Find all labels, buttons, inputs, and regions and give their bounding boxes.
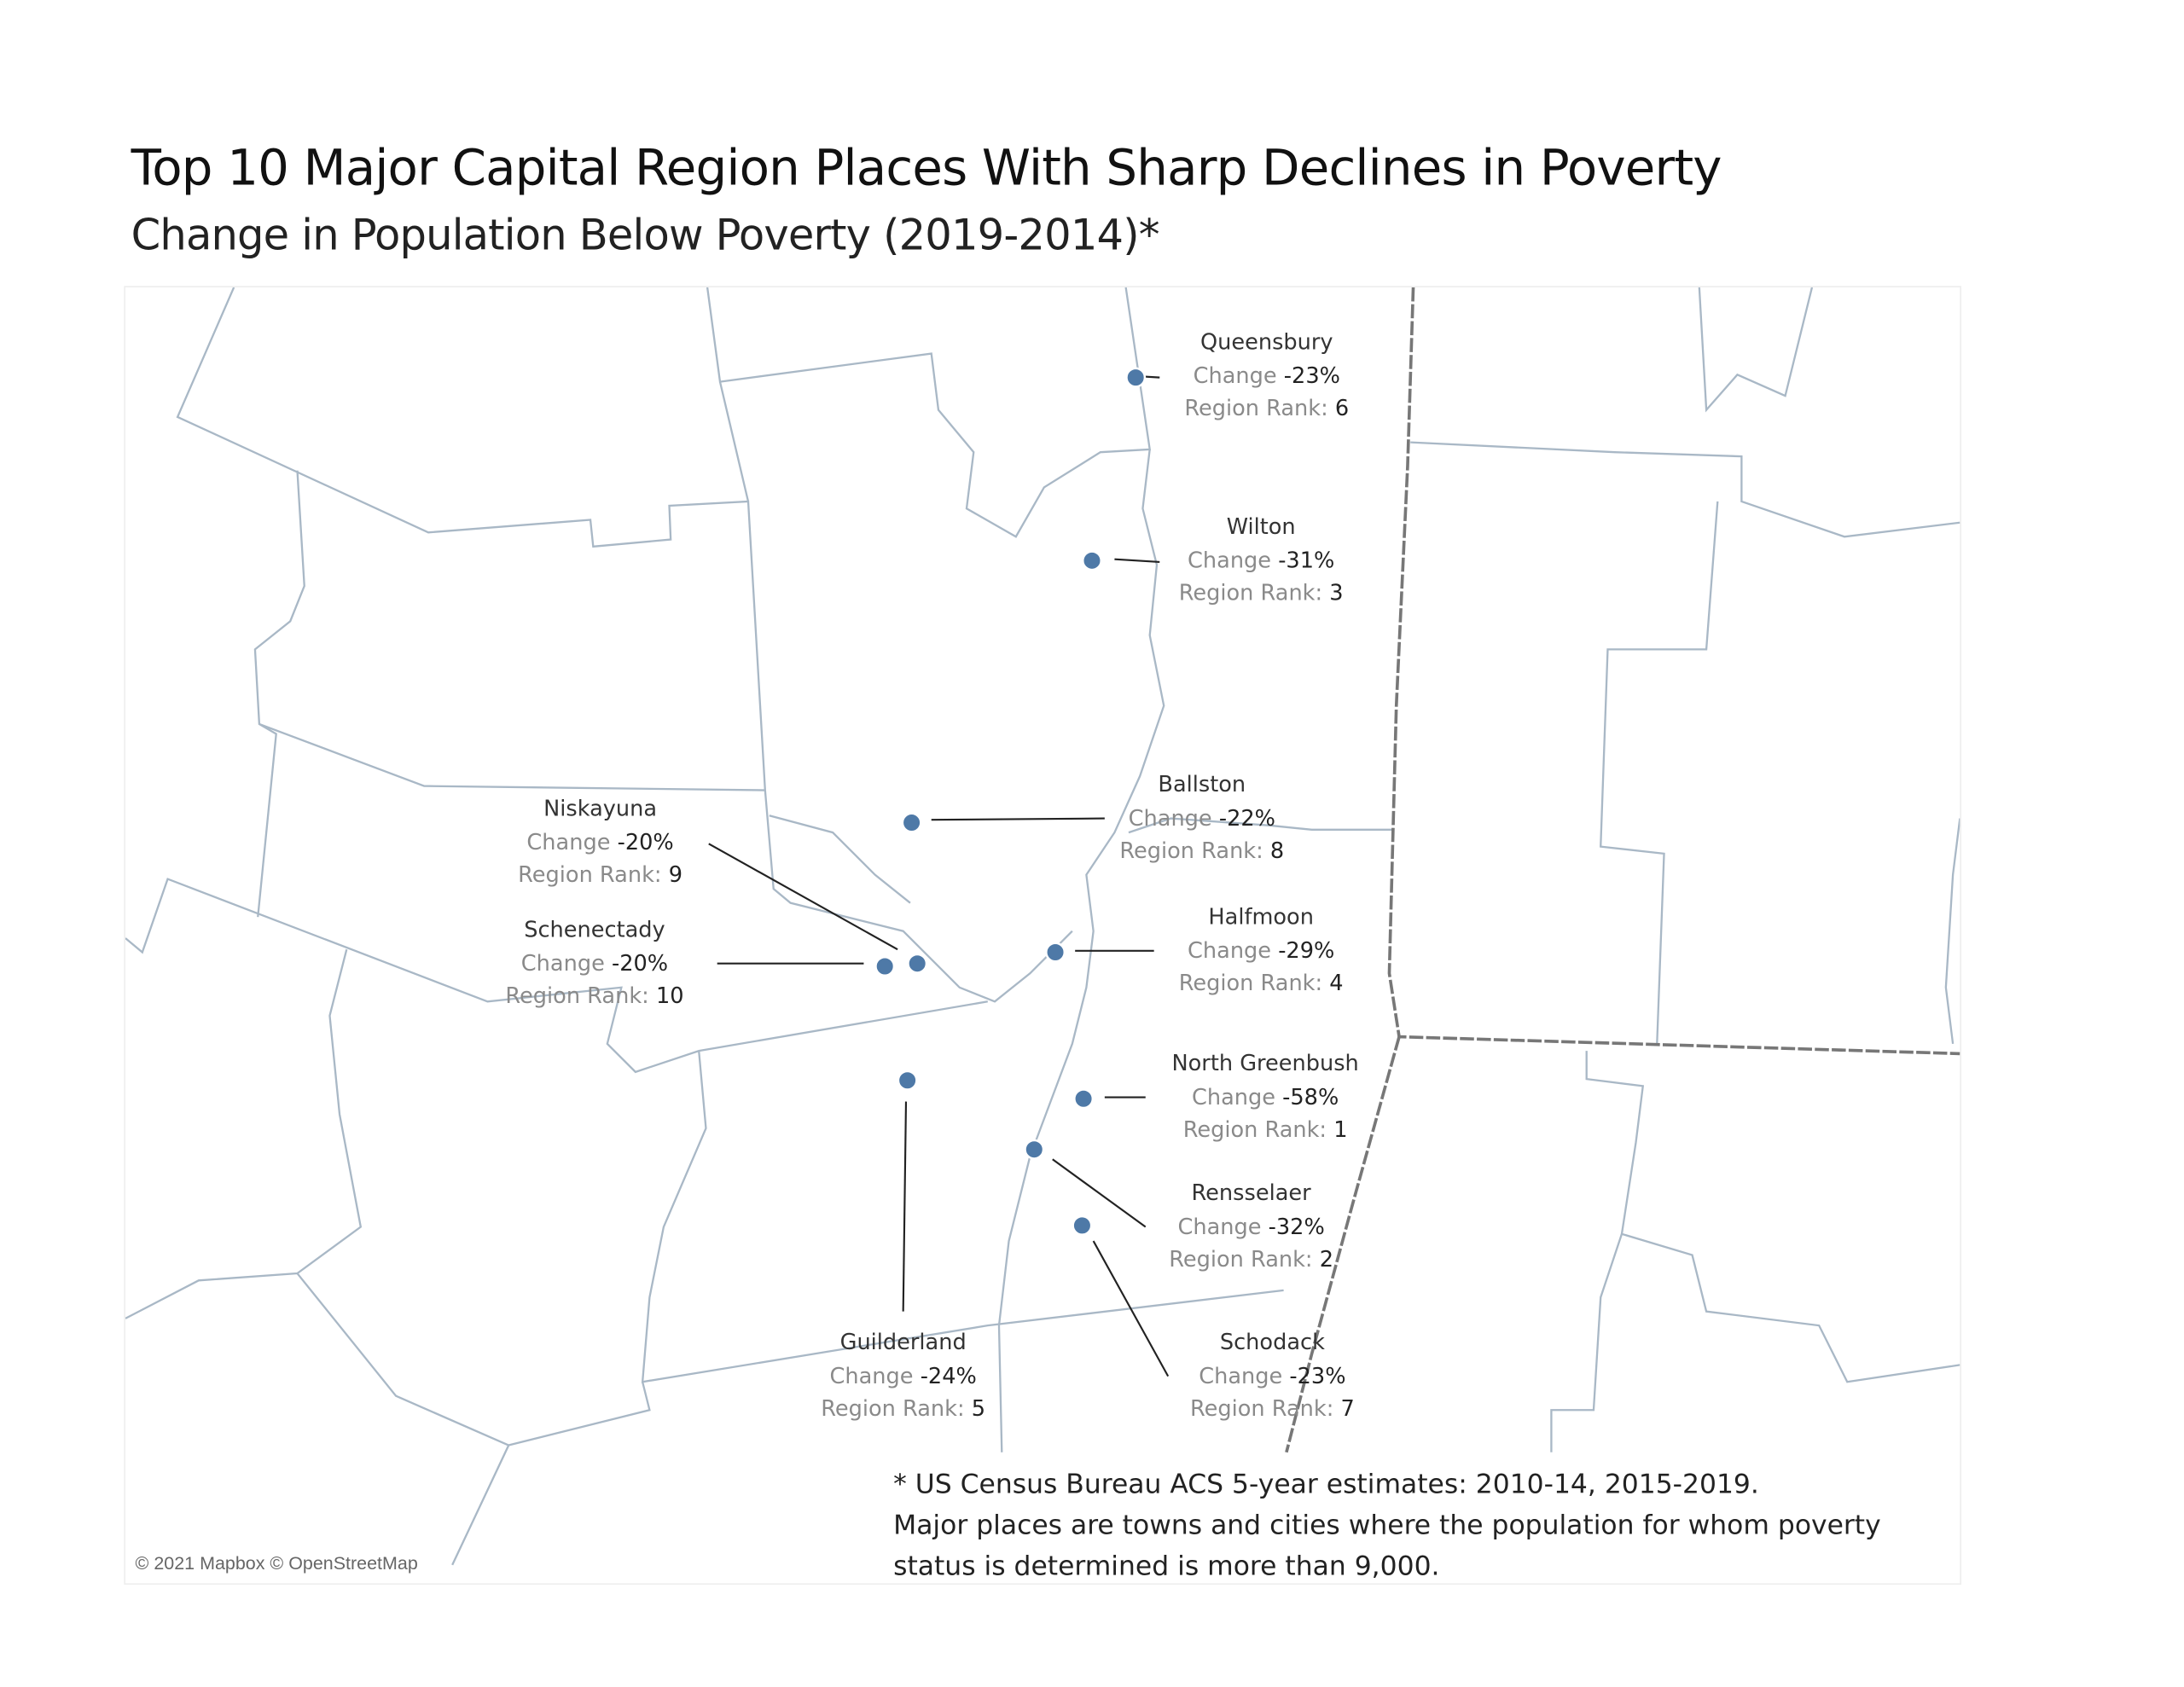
place-marker[interactable] — [901, 812, 922, 833]
place-marker[interactable] — [1072, 1215, 1093, 1236]
rank-label: Region Rank: — [505, 983, 649, 1009]
rank-value: 8 — [1269, 838, 1285, 864]
rank-label: Region Rank: — [1119, 838, 1263, 864]
rank-label: Region Rank: — [1184, 396, 1328, 421]
leader-lines — [708, 374, 1170, 1377]
footnote-line: * US Census Bureau ACS 5-year estimates:… — [893, 1469, 1759, 1500]
change-value: -58% — [1282, 1083, 1339, 1110]
place-label: Guilderland Change -24% Region Rank: 5 — [821, 1327, 985, 1426]
place-marker[interactable] — [897, 1070, 918, 1091]
map-boundaries — [125, 287, 1960, 1566]
place-label: Queensbury Change -23% Region Rank: 6 — [1184, 327, 1349, 426]
rank-label: Region Rank: — [821, 1395, 965, 1422]
change-value: -29% — [1278, 937, 1335, 963]
place-name: Halfmoon — [1208, 904, 1314, 930]
rank-label: Region Rank: — [1189, 1395, 1334, 1422]
rank-value: 10 — [655, 983, 684, 1009]
rank-value: 7 — [1340, 1395, 1355, 1422]
place-name: Queensbury — [1199, 329, 1333, 356]
footnote-line: Major places are towns and cities where … — [893, 1510, 1881, 1541]
rank-label: Region Rank: — [518, 861, 662, 888]
rank-value: 9 — [668, 861, 683, 888]
place-marker[interactable] — [1024, 1139, 1045, 1160]
place-marker[interactable] — [874, 956, 896, 977]
rank-label: Region Rank: — [1182, 1116, 1327, 1143]
change-label: Change — [829, 1362, 914, 1388]
rank-value: 3 — [1329, 580, 1344, 606]
change-value: -23% — [1289, 1362, 1346, 1388]
rank-value: 5 — [971, 1395, 986, 1422]
rank-value: 2 — [1319, 1246, 1334, 1272]
place-name: Wilton — [1226, 513, 1296, 540]
change-value: -31% — [1278, 547, 1335, 573]
change-value: -32% — [1268, 1213, 1325, 1239]
place-name: Niskayuna — [543, 796, 658, 821]
rank-label: Region Rank: — [1178, 580, 1323, 606]
place-label: Ballston Change -22% Region Rank: 8 — [1119, 769, 1284, 868]
rank-value: 4 — [1329, 970, 1344, 996]
map-attribution[interactable]: © 2021 Mapbox © OpenStreetMap — [135, 1552, 418, 1574]
footnote-line: status is determined is more than 9,000. — [893, 1551, 1440, 1582]
change-value: -20% — [617, 828, 674, 855]
rank-value: 6 — [1334, 396, 1350, 421]
rank-label: Region Rank: — [1169, 1246, 1313, 1272]
place-name: Ballston — [1158, 772, 1246, 797]
place-label: North Greenbush Change -58% Region Rank:… — [1171, 1048, 1358, 1147]
place-label: Halfmoon Change -29% Region Rank: 4 — [1179, 901, 1344, 1000]
place-marker[interactable] — [1082, 550, 1102, 571]
place-label: Niskayuna Change -20% Region Rank: 9 — [518, 793, 682, 892]
place-name: Schodack — [1219, 1330, 1325, 1355]
change-label: Change — [526, 828, 611, 855]
place-name: Rensselaer — [1191, 1180, 1311, 1206]
change-label: Change — [1188, 547, 1272, 573]
change-value: -24% — [920, 1362, 977, 1388]
place-label: Schenectady Change -20% Region Rank: 10 — [505, 914, 683, 1013]
place-marker[interactable] — [1125, 367, 1147, 388]
map-canvas[interactable]: Queensbury Change -23% Region Rank: 6 Wil… — [124, 286, 1962, 1586]
place-label: Rensselaer Change -32% Region Rank: 2 — [1169, 1178, 1333, 1277]
place-name: Guilderland — [839, 1330, 967, 1355]
page-subtitle: Change in Population Below Poverty (2019… — [131, 211, 1160, 261]
place-marker[interactable] — [907, 953, 928, 974]
footnote: * US Census Bureau ACS 5-year estimates:… — [893, 1465, 1881, 1588]
rank-label: Region Rank: — [1178, 970, 1323, 996]
change-label: Change — [1128, 804, 1212, 831]
change-value: -22% — [1218, 804, 1275, 831]
rank-value: 1 — [1333, 1116, 1348, 1143]
place-marker[interactable] — [1073, 1088, 1095, 1110]
change-label: Change — [1188, 937, 1272, 963]
change-label: Change — [1191, 1083, 1275, 1110]
place-label: Wilton Change -31% Region Rank: 3 — [1179, 512, 1344, 611]
change-label: Change — [520, 950, 605, 976]
change-value: -23% — [1283, 362, 1340, 389]
place-name: North Greenbush — [1171, 1051, 1359, 1076]
change-label: Change — [1193, 362, 1277, 389]
place-marker[interactable] — [1045, 942, 1066, 963]
page-title: Top 10 Major Capital Region Places With … — [131, 141, 1722, 198]
place-name: Schenectady — [524, 917, 665, 942]
change-label: Change — [1199, 1362, 1283, 1388]
change-value: -20% — [611, 950, 669, 976]
change-label: Change — [1177, 1213, 1262, 1239]
place-label: Schodack Change -23% Region Rank: 7 — [1190, 1327, 1355, 1426]
